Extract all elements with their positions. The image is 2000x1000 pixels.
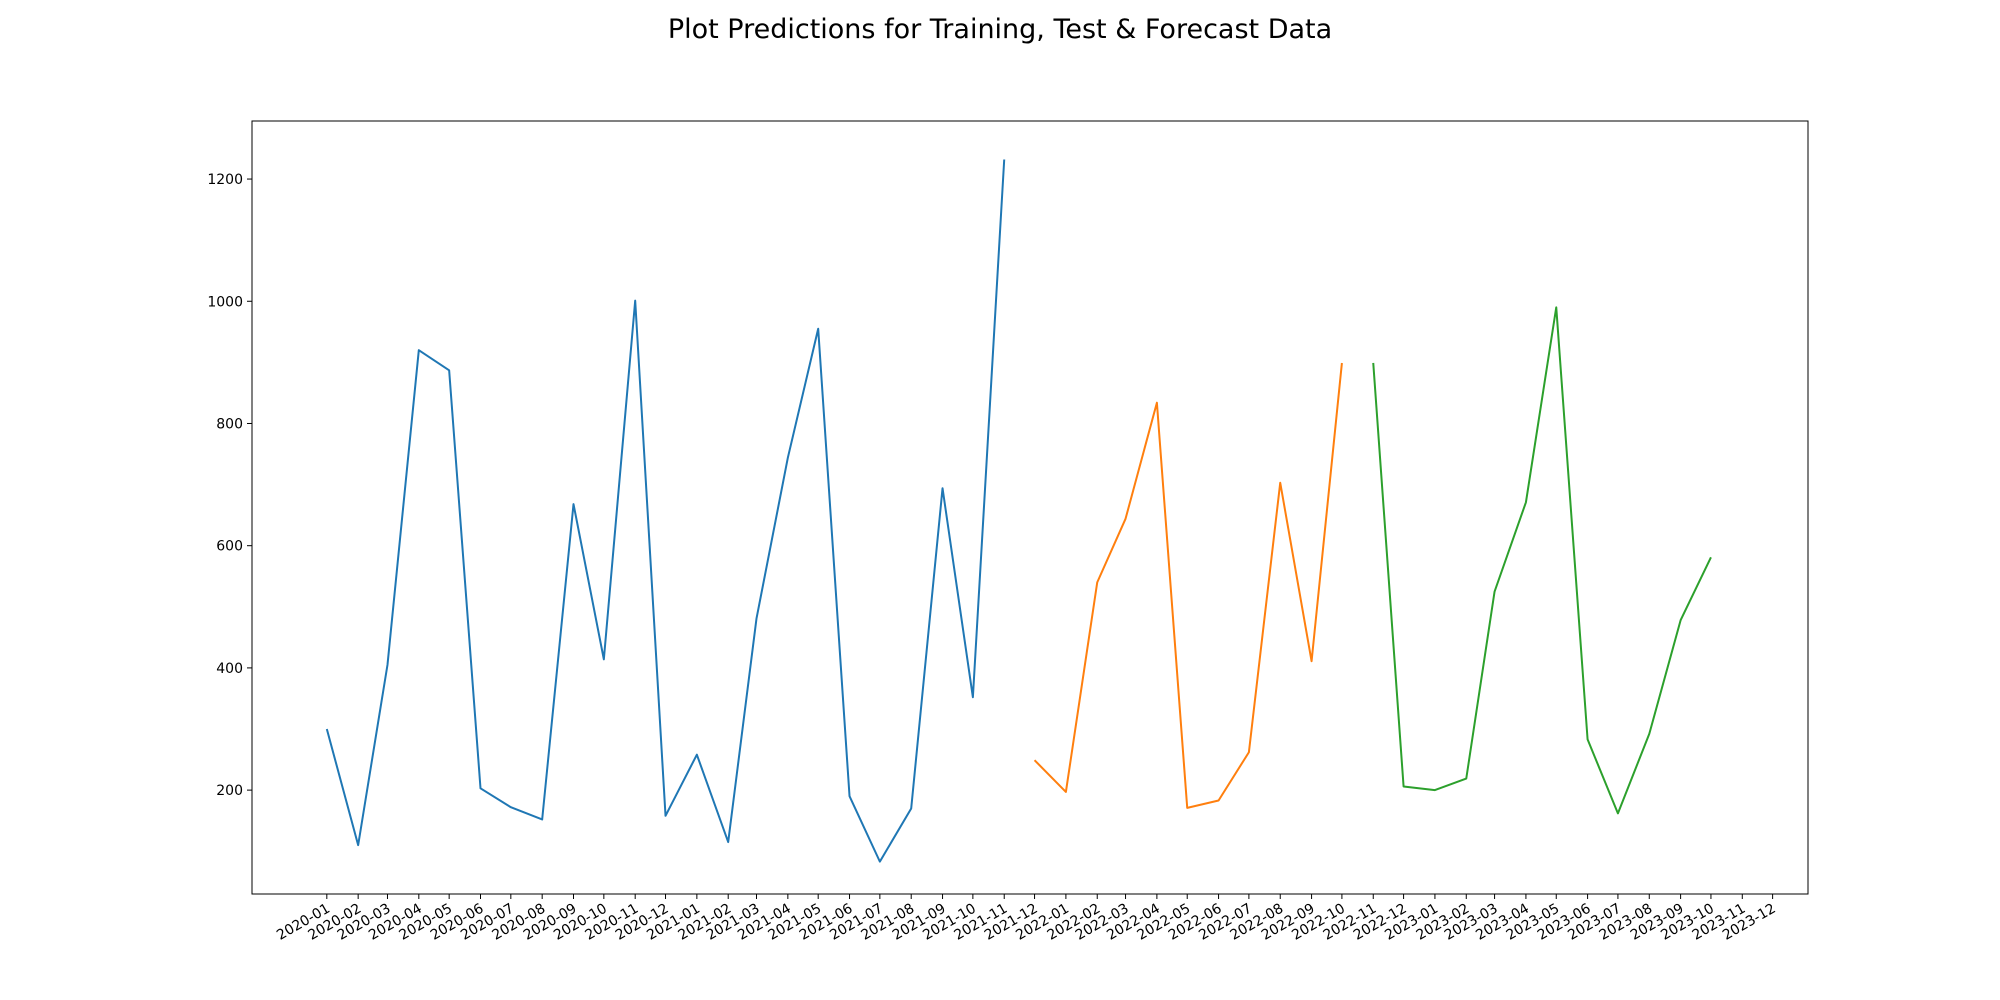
series-line-1 xyxy=(325,159,1006,863)
y-tick-label: 1200 xyxy=(207,172,243,188)
y-tick-label: 1000 xyxy=(207,294,243,310)
chart-title: Plot Predictions for Training, Test & Fo… xyxy=(667,14,1333,45)
y-tick-label: 800 xyxy=(216,416,243,432)
y-tick-label: 600 xyxy=(216,539,243,555)
plot-frame xyxy=(251,120,1809,895)
y-tick-label: 400 xyxy=(216,661,243,677)
y-axis: 200 400 600 800 1000 1200 xyxy=(207,172,252,799)
x-axis: 2020-012020-022020-032020-042020-052020-… xyxy=(274,894,1779,944)
series-line-2 xyxy=(1033,362,1343,809)
series-group xyxy=(325,159,1712,863)
y-tick-label: 200 xyxy=(216,783,243,799)
series-line-3 xyxy=(1372,306,1712,815)
